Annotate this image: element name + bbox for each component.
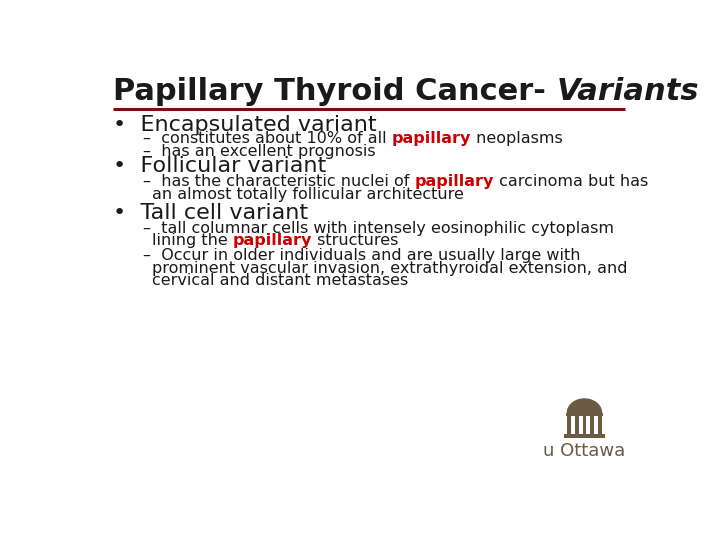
Text: –  Occur in older individuals and are usually large with: – Occur in older individuals and are usu… (143, 248, 580, 264)
Text: u Ottawa: u Ottawa (544, 442, 626, 460)
Bar (598, 416, 601, 434)
Text: papillary: papillary (392, 131, 471, 146)
Text: –  has the characteristic nuclei of: – has the characteristic nuclei of (143, 174, 414, 190)
Bar (582, 416, 586, 434)
Text: •  Encapsulated variant: • Encapsulated variant (113, 115, 377, 135)
Text: papillary: papillary (414, 174, 494, 190)
Text: •  Tall cell variant: • Tall cell variant (113, 202, 308, 222)
Text: Papillary Thyroid Cancer-: Papillary Thyroid Cancer- (113, 77, 557, 106)
Text: papillary: papillary (233, 233, 312, 248)
Text: •  Follicular variant: • Follicular variant (113, 157, 326, 177)
Bar (564, 434, 605, 438)
Text: structures: structures (312, 233, 399, 248)
Text: neoplasms: neoplasms (471, 131, 562, 146)
Bar (566, 413, 603, 416)
Polygon shape (567, 399, 601, 413)
Text: –  has an excellent prognosis: – has an excellent prognosis (143, 144, 375, 159)
Text: an almost totally follicular architecture: an almost totally follicular architectur… (152, 187, 464, 201)
Text: –  constitutes about 10% of all: – constitutes about 10% of all (143, 131, 392, 146)
Bar (567, 416, 571, 434)
Text: prominent vascular invasion, extrathyroidal extension, and: prominent vascular invasion, extrathyroi… (152, 261, 628, 275)
Text: carcinoma but has: carcinoma but has (494, 174, 648, 190)
Bar (575, 416, 579, 434)
Bar (590, 416, 594, 434)
Text: –  tall columnar cells with intensely eosinophilic cytoplasm: – tall columnar cells with intensely eos… (143, 220, 613, 235)
Text: cervical and distant metastases: cervical and distant metastases (152, 273, 408, 288)
Text: Variants: Variants (557, 77, 699, 106)
Text: lining the: lining the (152, 233, 233, 248)
